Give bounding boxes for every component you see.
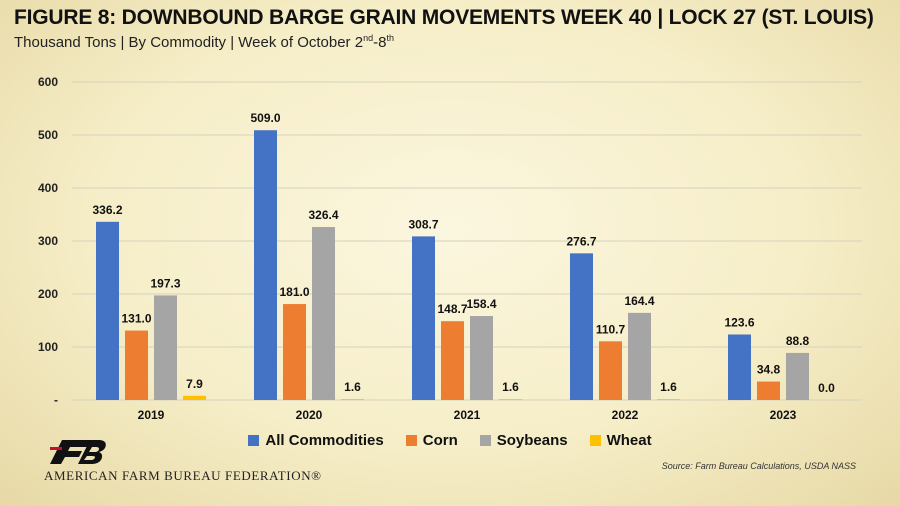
data-label: 148.7 <box>437 302 467 316</box>
bar-all-commodities <box>254 130 277 401</box>
data-label: 34.8 <box>757 363 781 377</box>
legend-label: Soybeans <box>496 432 568 449</box>
bar-all-commodities <box>96 221 119 400</box>
data-label: 123.6 <box>724 315 754 329</box>
bar-all-commodities <box>570 253 593 400</box>
data-label: 1.6 <box>344 380 361 394</box>
legend-label: Wheat <box>606 432 652 449</box>
data-label: 7.9 <box>186 377 203 391</box>
bar-wheat <box>341 399 364 400</box>
bar-corn <box>757 381 780 400</box>
y-tick-label: 600 <box>38 75 58 89</box>
legend-label: All Commodities <box>265 432 384 449</box>
data-label: 197.3 <box>150 276 180 290</box>
data-label: 164.4 <box>624 294 654 308</box>
data-label: 1.6 <box>502 380 519 394</box>
bar-corn <box>125 330 148 400</box>
farm-bureau-logo-icon <box>50 440 106 464</box>
x-tick-label: 2023 <box>770 408 797 422</box>
bar-wheat <box>657 399 680 400</box>
x-tick-label: 2020 <box>296 408 323 422</box>
bar-soybeans <box>628 312 651 400</box>
bar-soybeans <box>154 295 177 400</box>
data-label: 158.4 <box>466 297 496 311</box>
data-label: 88.8 <box>786 334 810 348</box>
y-tick-label: 100 <box>38 340 58 354</box>
bar-all-commodities <box>412 236 435 400</box>
data-label: 131.0 <box>121 312 151 326</box>
bar-corn <box>441 321 464 400</box>
chart-title: FIGURE 8: DOWNBOUND BARGE GRAIN MOVEMENT… <box>14 6 874 29</box>
data-label: 509.0 <box>250 111 280 125</box>
bar-soybeans <box>786 352 809 400</box>
bar-wheat <box>499 399 522 400</box>
data-label: 308.7 <box>408 217 438 231</box>
x-tick-label: 2022 <box>612 408 639 422</box>
subtitle-text: Thousand Tons | By Commodity | Week of O… <box>14 34 364 51</box>
legend-item: All Commodities <box>248 432 384 449</box>
data-label: 326.4 <box>308 208 338 222</box>
legend-item: Corn <box>405 432 458 449</box>
bar-soybeans <box>312 227 335 400</box>
subtitle-superscript-th: th <box>386 33 394 43</box>
legend-label: Corn <box>422 432 458 449</box>
legend-item: Soybeans <box>479 432 568 449</box>
bar-corn <box>283 304 306 400</box>
y-tick-label: 400 <box>38 181 58 195</box>
chart-legend: All Commodities Corn Soybeans Wheat <box>0 432 900 449</box>
y-tick-label: 200 <box>38 287 58 301</box>
legend-swatch <box>589 435 601 446</box>
subtitle-superscript-nd: nd <box>363 33 374 43</box>
x-tick-label: 2021 <box>454 408 481 422</box>
legend-swatch <box>405 435 417 446</box>
bar-soybeans <box>470 316 493 400</box>
data-label: 181.0 <box>279 285 309 299</box>
data-label: 0.0 <box>818 381 835 395</box>
source-note: Source: Farm Bureau Calculations, USDA N… <box>661 461 856 471</box>
organization-name: AMERICAN FARM BUREAU FEDERATION® <box>44 468 322 483</box>
subtitle-range-end: -8 <box>373 34 387 51</box>
bar-wheat <box>183 395 206 400</box>
y-tick-label: 500 <box>38 128 58 142</box>
data-label: 110.7 <box>596 322 626 336</box>
legend-swatch <box>248 435 260 446</box>
x-tick-label: 2019 <box>138 408 165 422</box>
bar-all-commodities <box>728 334 751 400</box>
data-label: 336.2 <box>92 203 122 217</box>
legend-swatch <box>479 435 491 446</box>
data-label: 276.7 <box>566 234 596 248</box>
y-tick-label: - <box>54 393 58 407</box>
bar-corn <box>599 341 622 400</box>
data-label: 1.6 <box>660 380 677 394</box>
chart-subtitle: Thousand Tons | By Commodity | Week of O… <box>14 33 394 51</box>
y-tick-label: 300 <box>38 234 58 248</box>
legend-item: Wheat <box>589 432 652 449</box>
